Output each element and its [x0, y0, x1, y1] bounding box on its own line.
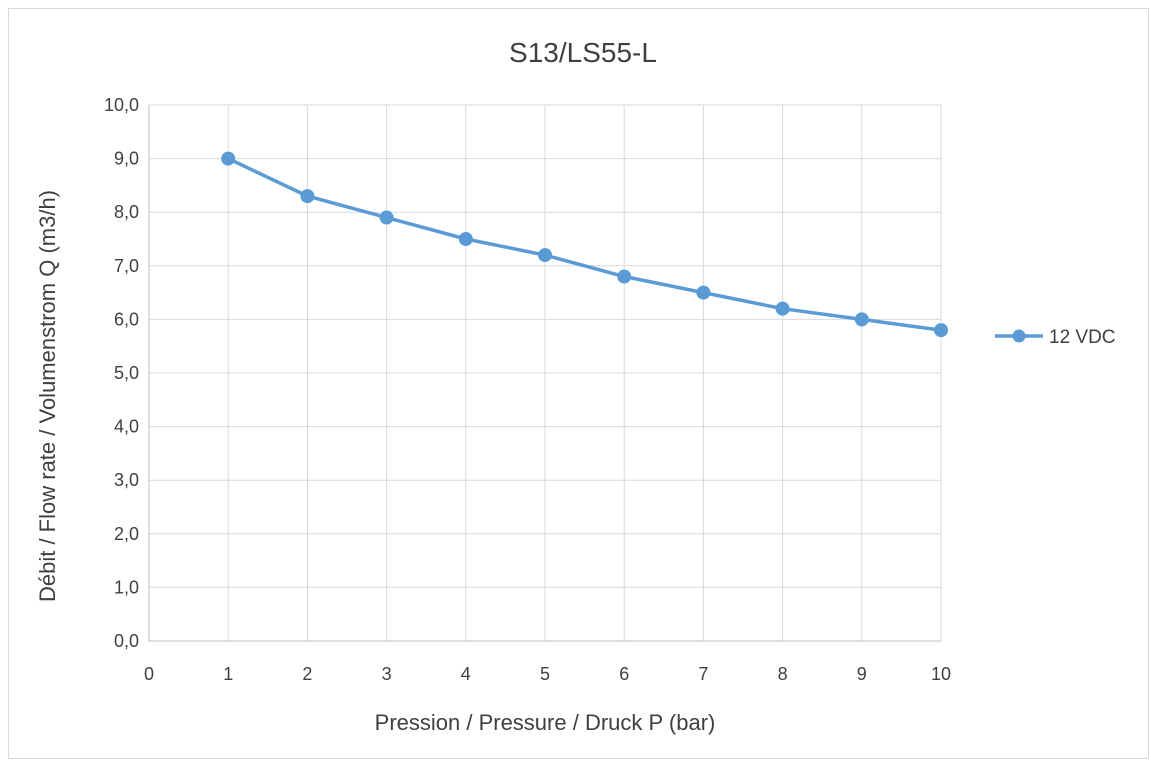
- data-point: [538, 248, 552, 263]
- x-axis-ticks: 0 1 2 3 4 5 6 7 8 9 10: [144, 664, 951, 684]
- data-point: [696, 285, 711, 300]
- data-point: [617, 269, 632, 284]
- data-point: [775, 301, 790, 316]
- x-tick-label: 8: [778, 664, 788, 684]
- chart-title: S13/LS55-L: [509, 37, 657, 68]
- axes: [148, 105, 941, 642]
- gridlines: [149, 104, 942, 641]
- data-point: [300, 189, 315, 204]
- y-tick-label: 0,0: [114, 631, 139, 651]
- x-tick-label: 6: [619, 664, 629, 684]
- y-tick-label: 4,0: [114, 417, 139, 437]
- y-tick-label: 9,0: [114, 149, 139, 169]
- data-point: [934, 323, 948, 338]
- x-tick-label: 7: [698, 664, 708, 684]
- y-tick-label: 5,0: [114, 363, 139, 383]
- data-point: [854, 312, 869, 327]
- x-tick-label: 9: [857, 664, 867, 684]
- data-point: [221, 151, 236, 166]
- legend-swatch-marker: [1012, 329, 1026, 343]
- y-tick-label: 6,0: [114, 309, 139, 329]
- x-tick-label: 5: [540, 664, 550, 684]
- y-tick-label: 10,0: [104, 95, 139, 115]
- series-group: [221, 151, 948, 338]
- y-tick-label: 3,0: [114, 470, 139, 490]
- y-tick-label: 2,0: [114, 524, 139, 544]
- x-tick-label: 3: [382, 664, 392, 684]
- y-tick-label: 8,0: [114, 202, 139, 222]
- data-point: [458, 232, 473, 246]
- x-tick-label: 10: [931, 664, 951, 684]
- x-axis-title: Pression / Pressure / Druck P (bar): [375, 710, 716, 735]
- x-tick-label: 0: [144, 664, 154, 684]
- y-axis-ticks: 0,0 1,0 2,0 3,0 4,0 5,0 6,0 7,0 8,0 9,0 10,0: [104, 95, 139, 651]
- series-line: [226, 156, 943, 332]
- x-tick-label: 4: [461, 664, 471, 684]
- y-tick-label: 1,0: [114, 577, 139, 597]
- legend-label: 12 VDC: [1049, 327, 1116, 348]
- x-tick-label: 1: [223, 664, 233, 684]
- x-tick-label: 2: [302, 664, 312, 684]
- data-point: [379, 210, 394, 225]
- y-axis-title: Débit / Flow rate / Volumenstrom Q (m3/h…: [35, 190, 60, 602]
- legend: 12 VDC: [995, 327, 1116, 348]
- y-tick-label: 7,0: [114, 256, 139, 276]
- chart-container: [8, 8, 1149, 759]
